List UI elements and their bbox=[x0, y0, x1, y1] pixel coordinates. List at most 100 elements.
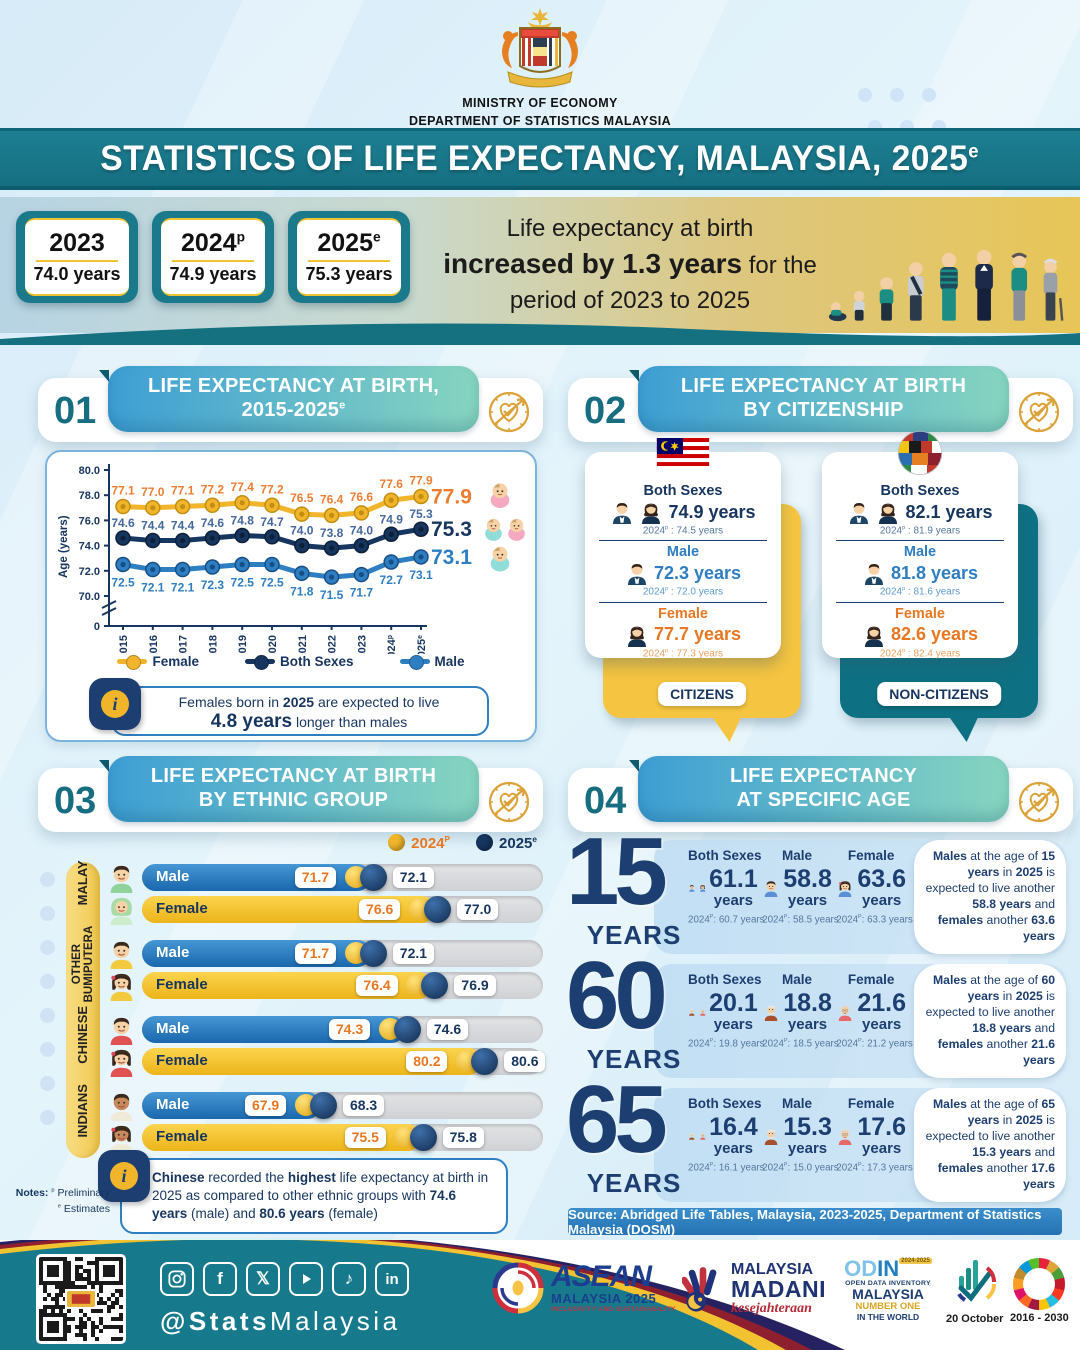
odin-logo: ODIN 2024-2025 OPEN DATA INVENTORY MALAYS… bbox=[844, 1256, 932, 1323]
section3-title: LIFE EXPECTANCY AT BIRTH BY ETHNIC GROUP bbox=[99, 756, 479, 822]
section1-header: 01 LIFE EXPECTANCY AT BIRTH, 2015-2025e bbox=[38, 366, 543, 442]
svg-text:2020: 2020 bbox=[267, 635, 279, 654]
social-icons: f 𝕏 ♪ in bbox=[160, 1262, 409, 1296]
malay-girl-icon bbox=[106, 894, 137, 925]
malay-boy-icon bbox=[106, 862, 137, 893]
qr-code bbox=[36, 1254, 126, 1344]
section3-number: 03 bbox=[54, 780, 97, 822]
bar-chinese-male: Male 74.3 74.6 bbox=[142, 1016, 543, 1043]
legend-2025: 2025e bbox=[476, 834, 537, 852]
svg-text:77.1: 77.1 bbox=[171, 484, 195, 498]
chinese-girl-icon bbox=[106, 1046, 137, 1077]
headline-line2: increased by 1.3 years for the bbox=[443, 248, 817, 280]
svg-text:75.3: 75.3 bbox=[409, 507, 433, 521]
svg-text:73.8: 73.8 bbox=[320, 526, 344, 540]
svg-text:76.0: 76.0 bbox=[79, 515, 100, 527]
age15-both-sexes: Both Sexes 61.1 years 2024P: 60.7 years bbox=[688, 848, 765, 926]
age15-note-bubble: Males at the age of 15 years in 2025 is … bbox=[914, 840, 1066, 954]
line-chart-card: 80.0 78.0 76.0 74.0 72.0 70.0 0 Age (years) 2015… bbox=[45, 450, 537, 742]
tiktok-icon[interactable]: ♪ bbox=[332, 1262, 366, 1296]
svg-text:77.1: 77.1 bbox=[111, 484, 135, 498]
man-avatar-icon bbox=[610, 500, 634, 524]
asean-2025-logo: ASEAN MALAYSIA 2025 INCLUSIVITY AND SUSTAI… bbox=[492, 1262, 676, 1314]
age65-both-sexes: Both Sexes 16.4 years 2024P: 16.1 years bbox=[688, 1096, 765, 1174]
info-icon: i bbox=[89, 678, 141, 730]
age65-female: Female 17.6 years 2024P: 17.3 years bbox=[836, 1096, 913, 1174]
legend-item-both: Both Sexes bbox=[244, 654, 354, 670]
age60-both-sexes: Both Sexes 20.1 years 2024P: 19.8 years bbox=[688, 972, 765, 1050]
age-15-unit: YEARS bbox=[586, 920, 682, 950]
headline-line1: Life expectancy at birth bbox=[506, 215, 754, 242]
summary-band: 2023 74.0 years 2024p 74.9 years 2025e 75.3… bbox=[0, 197, 1080, 345]
page-title: STATISTICS OF LIFE EXPECTANCY, MALAYSIA,… bbox=[100, 138, 980, 178]
svg-text:0: 0 bbox=[94, 621, 100, 633]
svg-text:71.7: 71.7 bbox=[350, 586, 374, 600]
bar-legend: 2024P 2025e bbox=[388, 834, 537, 852]
woman-avatar-icon bbox=[625, 623, 649, 647]
malaysia-coat-of-arms-icon bbox=[502, 8, 578, 88]
bar-other-bumiputera-female: Female 76.4 76.9 bbox=[142, 972, 543, 999]
svg-text:72.1: 72.1 bbox=[141, 581, 165, 595]
non-citizens-card: NON-CITIZENS Both Sexes 82.1 years 2024p… bbox=[822, 431, 1038, 718]
section4-header: 04 LIFE EXPECTANCY AT SPECIFIC AGE bbox=[568, 756, 1073, 832]
group-label-indians: INDIANS bbox=[75, 1084, 91, 1138]
svg-text:73.1: 73.1 bbox=[409, 568, 433, 582]
facebook-icon[interactable]: f bbox=[203, 1262, 237, 1296]
note3-text: Chinese recorded the highest life expect… bbox=[152, 1170, 489, 1222]
decorative-dots-column bbox=[40, 872, 55, 1144]
svg-text:74.7: 74.7 bbox=[260, 515, 284, 529]
svg-text:74.9: 74.9 bbox=[380, 512, 404, 526]
svg-text:76.6: 76.6 bbox=[350, 490, 374, 504]
svg-text:77.2: 77.2 bbox=[260, 482, 284, 496]
linkedin-icon[interactable]: in bbox=[375, 1262, 409, 1296]
svg-text:77.0: 77.0 bbox=[141, 485, 165, 499]
headline-text: Life expectancy at birth increased by 1.… bbox=[432, 212, 828, 317]
bumiputera-boy-icon bbox=[106, 938, 137, 969]
man-avatar-icon bbox=[625, 561, 649, 585]
citizens-stats: Both Sexes 74.9 years 2024p : 74.5 years… bbox=[585, 438, 781, 659]
non-citizens-both-sexes: Both Sexes 82.1 years 2024p : 81.9 years bbox=[822, 480, 1018, 540]
youtube-icon[interactable] bbox=[289, 1262, 323, 1296]
svg-text:72.3: 72.3 bbox=[201, 578, 225, 592]
bumiputera-girl-icon bbox=[106, 970, 137, 1001]
svg-text:72.5: 72.5 bbox=[231, 576, 255, 590]
woman-avatar-icon bbox=[876, 500, 900, 524]
age-65-block: 65 YEARS Both Sexes 16.4 years 2024P: 16.1 … bbox=[566, 1072, 1066, 1206]
legend-2024: 2024P bbox=[388, 834, 450, 852]
bar-other-bumiputera-male: Male 71.7 72.1 bbox=[142, 940, 543, 967]
svg-text:2019: 2019 bbox=[237, 635, 249, 654]
svg-text:2015: 2015 bbox=[118, 635, 130, 654]
old-man-icon bbox=[688, 1124, 696, 1148]
bar-indians-male: Male 67.9 68.3 bbox=[142, 1092, 543, 1119]
age-60-block: 60 YEARS Both Sexes 20.1 years 2024P: 19.8 … bbox=[566, 948, 1066, 1082]
svg-text:77.2: 77.2 bbox=[201, 482, 225, 496]
headline-line3: period of 2023 to 2025 bbox=[509, 286, 751, 314]
info-icon: i bbox=[98, 1150, 150, 1202]
age-65-number: 65 bbox=[566, 1066, 668, 1173]
svg-text:71.5: 71.5 bbox=[320, 588, 344, 602]
bar-malay-female: Female 76.6 77.0 bbox=[142, 896, 543, 923]
svg-text:72.1: 72.1 bbox=[171, 581, 195, 595]
note1-line1: Females born in 2025 are expected to liv… bbox=[178, 694, 440, 710]
svg-text:74.8: 74.8 bbox=[231, 514, 255, 528]
svg-text:2023: 2023 bbox=[356, 635, 368, 654]
citizens-tag: CITIZENS bbox=[658, 682, 746, 706]
svg-text:75.3: 75.3 bbox=[431, 518, 472, 541]
x-twitter-icon[interactable]: 𝕏 bbox=[246, 1262, 280, 1296]
non-citizens-stats: Both Sexes 82.1 years 2024p : 81.9 years… bbox=[822, 431, 1018, 659]
svg-text:71.8: 71.8 bbox=[290, 584, 314, 598]
bar-rows: Male 71.7 72.1 Female 76.6 77.0 Male 71.7 72.1… bbox=[142, 864, 546, 1168]
section2-title: LIFE EXPECTANCY AT BIRTH BY CITIZENSHIP bbox=[629, 366, 1009, 432]
age-progression-illustration bbox=[828, 249, 1064, 322]
old-man-icon bbox=[762, 999, 780, 1025]
instagram-icon[interactable] bbox=[160, 1262, 194, 1296]
sdg-logo: 2016 - 2030 bbox=[1010, 1258, 1069, 1324]
non-citizens-male: Male 81.8 years 2024p : 81.6 years bbox=[836, 540, 1004, 601]
schoolgirl-icon bbox=[836, 875, 854, 901]
ethnic-group-axis: MALAY OTHER BUMIPUTERA CHINESE INDIANS bbox=[66, 860, 100, 1158]
indian-boy-icon bbox=[106, 1090, 137, 1121]
svg-text:74.4: 74.4 bbox=[171, 519, 195, 533]
citizens-card: CITIZENS Both Sexes 74.9 years 2024p : 7… bbox=[585, 438, 801, 718]
life-expectancy-line-chart: 80.0 78.0 76.0 74.0 72.0 70.0 0 Age (years) 2015… bbox=[58, 464, 526, 654]
section3-title-line1: LIFE EXPECTANCY AT BIRTH bbox=[150, 765, 437, 788]
